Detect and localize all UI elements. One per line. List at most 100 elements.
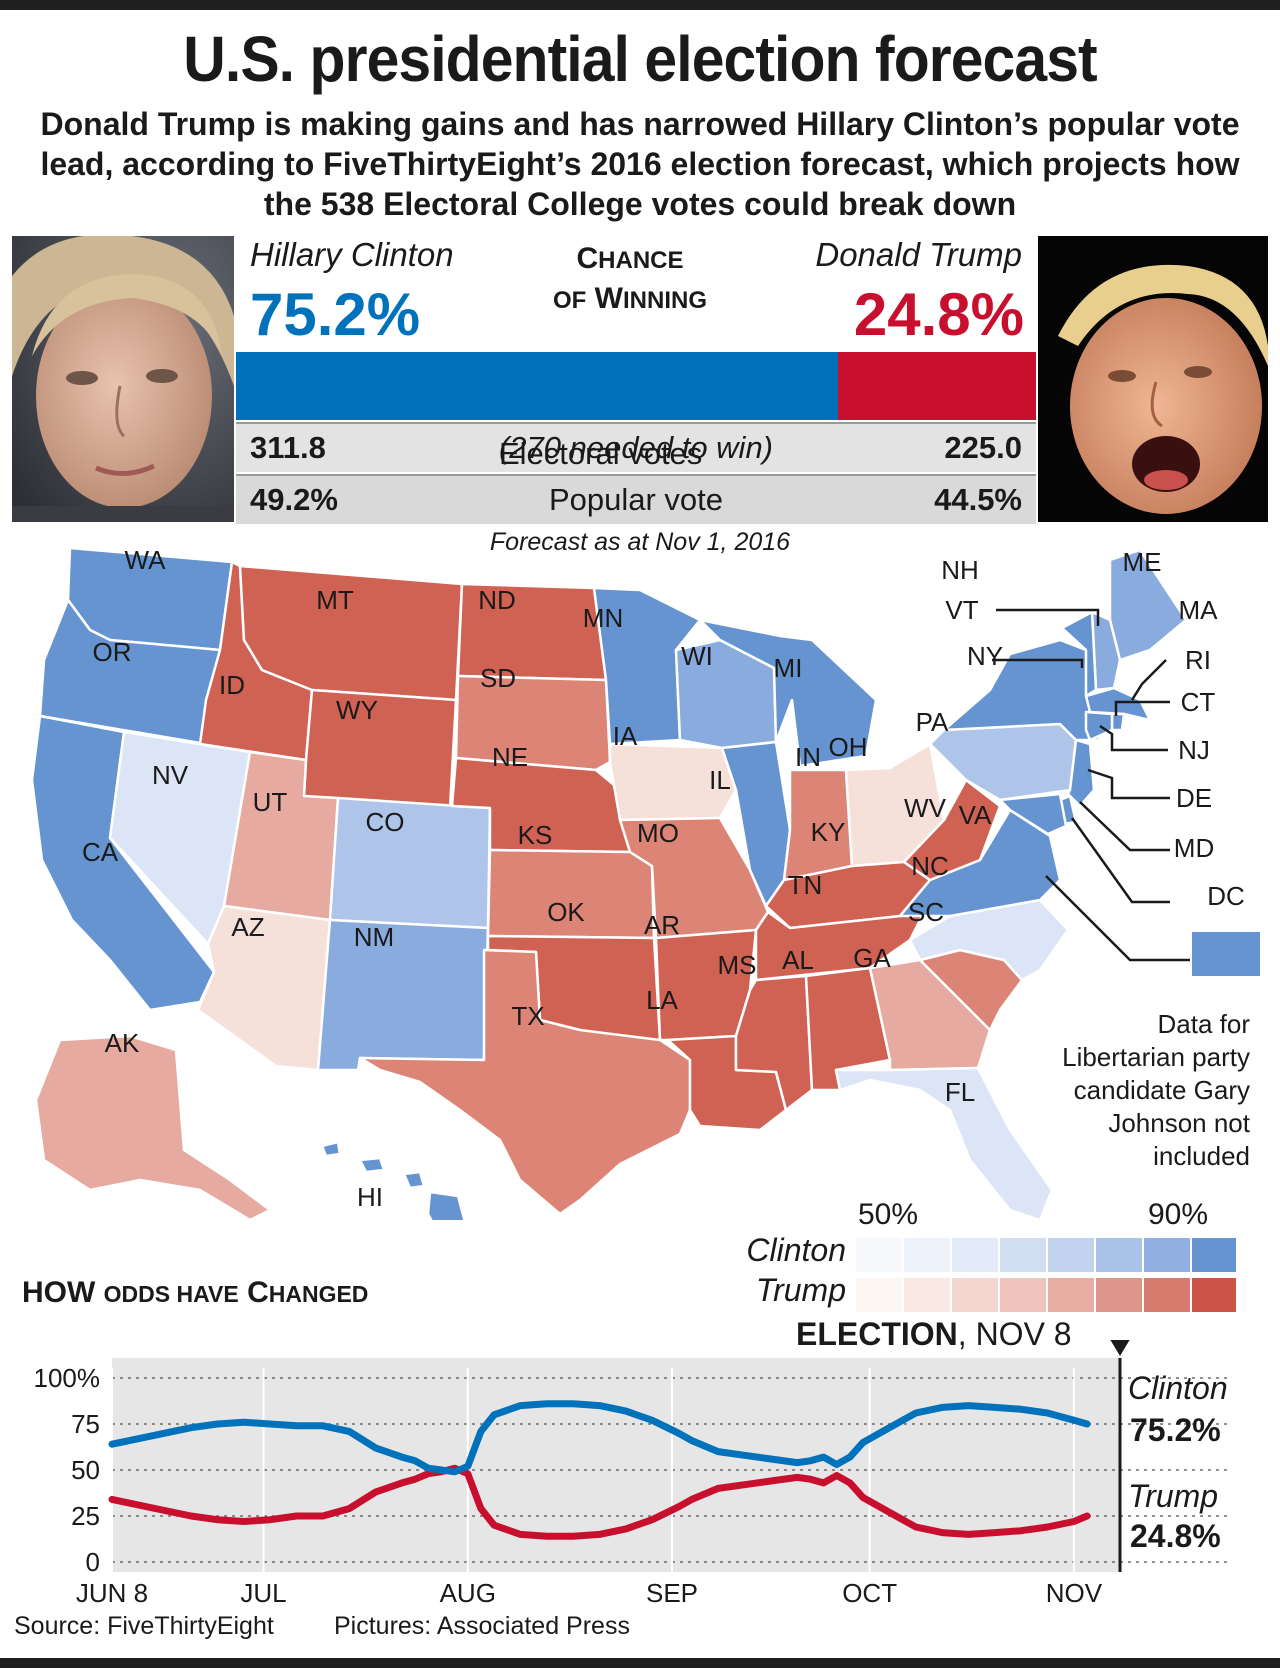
popular-vote-label: Popular vote (548, 482, 724, 517)
legend-low-label: 50% (858, 1198, 919, 1231)
state-label-tn: TN (788, 870, 823, 900)
state-label-hi: HI (357, 1182, 383, 1212)
state-label-ia: IA (613, 721, 638, 751)
clinton-odds-line (108, 1400, 1091, 1476)
state-label-nc: NC (911, 851, 949, 881)
clinton-end-pct: 75.2% (1130, 1412, 1221, 1448)
popular-vote-row: Popular vote 49.2% 44.5% (236, 474, 1036, 524)
electoral-votes-row: Electoral votes (270 needed to win) 311.… (236, 422, 1036, 472)
state-nm (316, 918, 490, 1072)
state-label-pa: PA (916, 707, 949, 737)
trump-legend-swatch (856, 1278, 902, 1312)
trump-chance-bar (837, 352, 1036, 420)
state-label-ut: UT (253, 787, 288, 817)
state-label-ma: MA (1179, 595, 1219, 625)
legend-swatches (856, 1238, 1236, 1312)
state-tx (358, 948, 692, 1216)
chance-line-2: OF WINNING (553, 282, 707, 315)
state-label-ga: GA (853, 943, 891, 973)
state-label-wv: WV (904, 793, 947, 823)
trump-end-label: Trump (1128, 1478, 1219, 1514)
clinton-legend-swatch (1000, 1238, 1046, 1272)
state-label-mt: MT (316, 585, 354, 615)
johnson-note: Data for Libertarian party candidate Gar… (1062, 1009, 1250, 1171)
trump-legend-swatch (1144, 1278, 1190, 1312)
state-wy (302, 688, 458, 810)
state-label-ny: NY (967, 641, 1003, 671)
y-tick-label: 0 (86, 1547, 100, 1577)
state-dc (1192, 932, 1260, 976)
chance-of-winning-label: CHANCE OF WINNING (520, 240, 740, 320)
state-label-nd: ND (478, 585, 516, 615)
state-label-wa: WA (125, 545, 167, 575)
clinton-legend-swatch (1192, 1238, 1236, 1272)
odds-chart-title: HOW ODDS HAVE CHANGED (22, 1276, 369, 1309)
clinton-photo (12, 236, 234, 522)
state-label-in: IN (795, 742, 821, 772)
pictures-credit: Pictures: Associated Press (334, 1612, 630, 1640)
clinton-legend-swatch (952, 1238, 998, 1272)
state-label-ks: KS (518, 820, 553, 850)
clinton-chance: 75.2% (250, 281, 421, 348)
state-label-tx: TX (511, 1001, 544, 1031)
bottom-rule (0, 1658, 1280, 1668)
chance-line-1: CHANCE (576, 242, 684, 275)
trump-electoral-votes: 225.0 (944, 430, 1022, 465)
x-tick-label: AUG (440, 1578, 496, 1608)
state-wv (902, 778, 1002, 882)
state-ak (34, 1034, 272, 1220)
state-label-mi: MI (774, 653, 803, 683)
election-day-label: ELECTION, NOV 8 (796, 1316, 1072, 1352)
state-ct (1084, 710, 1114, 742)
state-ri (1110, 712, 1126, 732)
state-label-al: AL (782, 945, 814, 975)
small-state-leaders (992, 608, 1190, 962)
state-fl (834, 1066, 1054, 1220)
state-label-id: ID (219, 670, 245, 700)
forecast-date: Forecast as at Nov 1, 2016 (489, 528, 791, 556)
state-label-ms: MS (718, 950, 757, 980)
clinton-chance-bar (236, 352, 838, 420)
trump-photo (1038, 236, 1268, 522)
state-label-nh: NH (941, 555, 979, 585)
state-hi (320, 1140, 466, 1220)
state-sd (454, 674, 612, 772)
state-label-va: VA (959, 800, 992, 830)
clinton-end-label: Clinton (1128, 1370, 1228, 1406)
state-label-ky: KY (811, 817, 846, 847)
trump-legend-swatch (1096, 1278, 1142, 1312)
trump-odds-line (108, 1464, 1091, 1540)
trump-end-pct: 24.8% (1130, 1518, 1221, 1554)
state-label-ak: AK (105, 1028, 140, 1058)
x-tick-label: SEP (646, 1578, 698, 1608)
top-rule (0, 0, 1280, 10)
state-label-ar: AR (644, 910, 680, 940)
state-co (328, 796, 492, 930)
clinton-legend-swatch (1096, 1238, 1142, 1272)
trump-legend-swatch (1000, 1278, 1046, 1312)
clinton-legend-swatch (904, 1238, 950, 1272)
electoral-votes-label: Electoral votes (270 needed to win) (498, 430, 774, 471)
odds-line-chart: 100% 75 50 25 0 JUN 8 JUL AUG SEP OCT NOV (34, 1340, 1230, 1608)
state-label-sd: SD (480, 663, 516, 693)
clinton-name: Hillary Clinton (250, 236, 454, 273)
state-md (998, 792, 1068, 836)
state-label-ct: CT (1181, 687, 1216, 717)
clinton-legend-swatch (856, 1238, 902, 1272)
legend-trump-label: Trump (755, 1272, 846, 1308)
state-mi (698, 618, 878, 768)
source-credit: Source: FiveThirtyEight (14, 1612, 274, 1640)
trump-legend-swatch (904, 1278, 950, 1312)
us-map: WA OR CA NV ID MT WY UT AZ CO NM ND SD NE KS OK TX MN IA MO… (30, 545, 1260, 1220)
trump-legend-swatch (952, 1278, 998, 1312)
election-day-arrow (1110, 1340, 1130, 1356)
state-label-dc: DC (1207, 881, 1245, 911)
state-label-wi: WI (681, 641, 713, 671)
state-label-oh: OH (829, 732, 868, 762)
clinton-legend-swatch (1144, 1238, 1190, 1272)
x-tick-label: NOV (1046, 1578, 1103, 1608)
x-tick-label: JUL (240, 1578, 286, 1608)
clinton-legend-swatch (1048, 1238, 1094, 1272)
state-pa (928, 722, 1078, 802)
trump-chance: 24.8% (853, 281, 1024, 348)
